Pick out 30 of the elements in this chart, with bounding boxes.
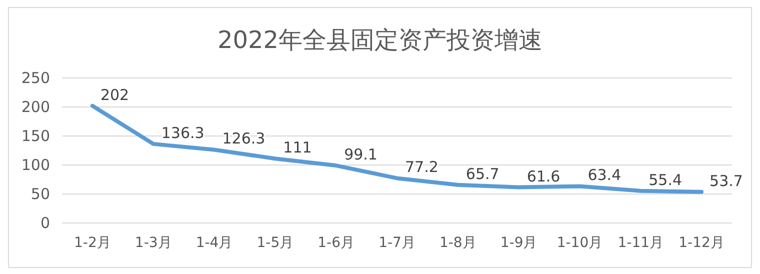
line-series [90,104,704,194]
x-tick-label: 1-3月 [134,235,172,251]
x-tick-label: 1-12月 [678,235,724,251]
data-label: 111 [283,138,312,157]
x-tick-label: 1-4月 [196,235,233,251]
data-label: 77.2 [405,158,438,176]
data-label: 55.4 [648,170,682,189]
x-tick-label: 1-8月 [439,235,476,251]
y-tick-label: 50 [30,185,50,203]
data-label: 65.7 [466,164,500,183]
data-label: 99.1 [344,146,378,164]
data-label: 202 [100,86,130,104]
x-tick-label: 1-9月 [500,235,538,251]
data-label: 61.6 [526,167,560,186]
x-tick-label: 1-5月 [256,235,294,251]
data-label: 53.7 [710,172,743,190]
y-tick-label: 200 [21,98,50,116]
x-tick-label: 1-7月 [378,235,416,251]
y-tick-label: 0 [40,214,50,232]
x-tick-label: 1-11月 [618,235,664,251]
data-label: 63.4 [588,166,622,184]
data-label: 136.3 [161,124,204,142]
x-tick-label: 1-6月 [318,235,355,251]
y-tick-label: 150 [21,127,50,145]
chart-title: 2022年全县固定资产投资增速 [217,26,543,54]
y-tick-label: 100 [21,156,50,174]
x-tick-label: 1-2月 [74,235,111,251]
y-tick-label: 250 [21,69,50,87]
x-tick-label: 1-10月 [556,235,603,251]
data-label: 126.3 [222,130,266,148]
